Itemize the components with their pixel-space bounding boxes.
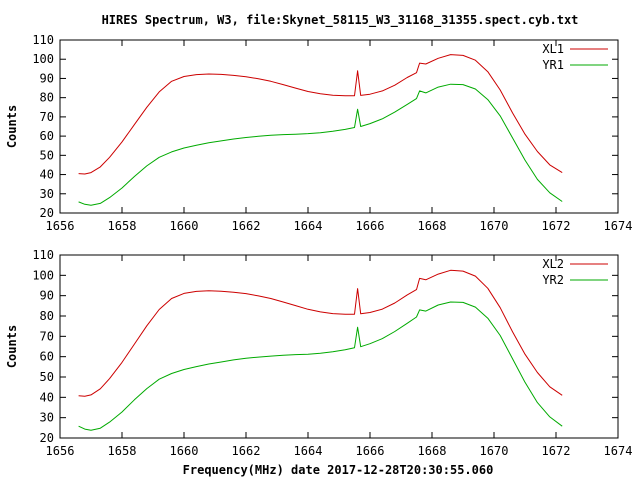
x-tick-label: 1670	[480, 219, 509, 233]
y-tick-label: 30	[40, 411, 54, 425]
x-tick-label: 1662	[232, 219, 261, 233]
x-axis-label: Frequency(MHz) date 2017-12-28T20:30:55.…	[183, 463, 494, 477]
y-tick-label: 80	[40, 91, 54, 105]
y-tick-label: 100	[32, 268, 54, 282]
x-tick-label: 1660	[170, 444, 199, 458]
y-tick-label: 70	[40, 329, 54, 343]
y-tick-label: 70	[40, 110, 54, 124]
x-tick-label: 1660	[170, 219, 199, 233]
y-tick-label: 20	[40, 206, 54, 220]
y-tick-label: 30	[40, 187, 54, 201]
x-tick-label: 1672	[542, 444, 571, 458]
y-tick-label: 20	[40, 431, 54, 445]
x-tick-label: 1664	[294, 444, 323, 458]
plot-frame	[59, 39, 619, 214]
legend-label: YR1	[542, 58, 564, 72]
figure-title: HIRES Spectrum, W3, file:Skynet_58115_W3…	[102, 13, 579, 28]
legend-label: XL2	[542, 257, 564, 271]
x-tick-label: 1656	[46, 219, 75, 233]
y-tick-label: 100	[32, 52, 54, 66]
x-tick-label: 1666	[356, 444, 385, 458]
x-tick-label: 1668	[418, 444, 447, 458]
x-tick-label: 1670	[480, 444, 509, 458]
x-tick-label: 1674	[604, 444, 633, 458]
y-tick-label: 90	[40, 71, 54, 85]
series-line-YR2	[78, 301, 563, 431]
series-line-XL2	[78, 269, 563, 397]
x-tick-label: 1674	[604, 219, 633, 233]
y-tick-label: 40	[40, 390, 54, 404]
x-tick-label: 1658	[108, 219, 137, 233]
legend-label: XL1	[542, 42, 564, 56]
y-tick-label: 110	[32, 248, 54, 262]
y-tick-label: 50	[40, 370, 54, 384]
y-tick-label: 60	[40, 350, 54, 364]
x-tick-label: 1664	[294, 219, 323, 233]
legend-label: YR2	[542, 273, 564, 287]
y-tick-label: 80	[40, 309, 54, 323]
x-tick-label: 1666	[356, 219, 385, 233]
y-axis-label: Counts	[5, 105, 19, 148]
x-tick-label: 1668	[418, 219, 447, 233]
y-tick-label: 110	[32, 33, 54, 47]
y-tick-label: 90	[40, 289, 54, 303]
chart-panel-2: 20 30 40 50 60 70 80 90 100 110 1656 1658 1660 1662 16…	[5, 248, 632, 458]
y-tick-label: 60	[40, 129, 54, 143]
y-tick-label: 40	[40, 168, 54, 182]
chart-panel-1: 20 30 40 50 60 70 80 90 100 110 1656 1658 1660 1662 16…	[5, 33, 632, 233]
panels: 20 30 40 50 60 70 80 90 100 110 1656 1658 1660 1662 16…	[5, 33, 632, 458]
plot-frame	[59, 254, 619, 439]
y-tick-label: 50	[40, 148, 54, 162]
series-line-XL1	[78, 54, 563, 175]
x-tick-label: 1656	[46, 444, 75, 458]
series-line-YR1	[78, 83, 563, 206]
x-tick-label: 1658	[108, 444, 137, 458]
x-tick-label: 1662	[232, 444, 261, 458]
y-axis-label: Counts	[5, 325, 19, 368]
x-tick-label: 1672	[542, 219, 571, 233]
